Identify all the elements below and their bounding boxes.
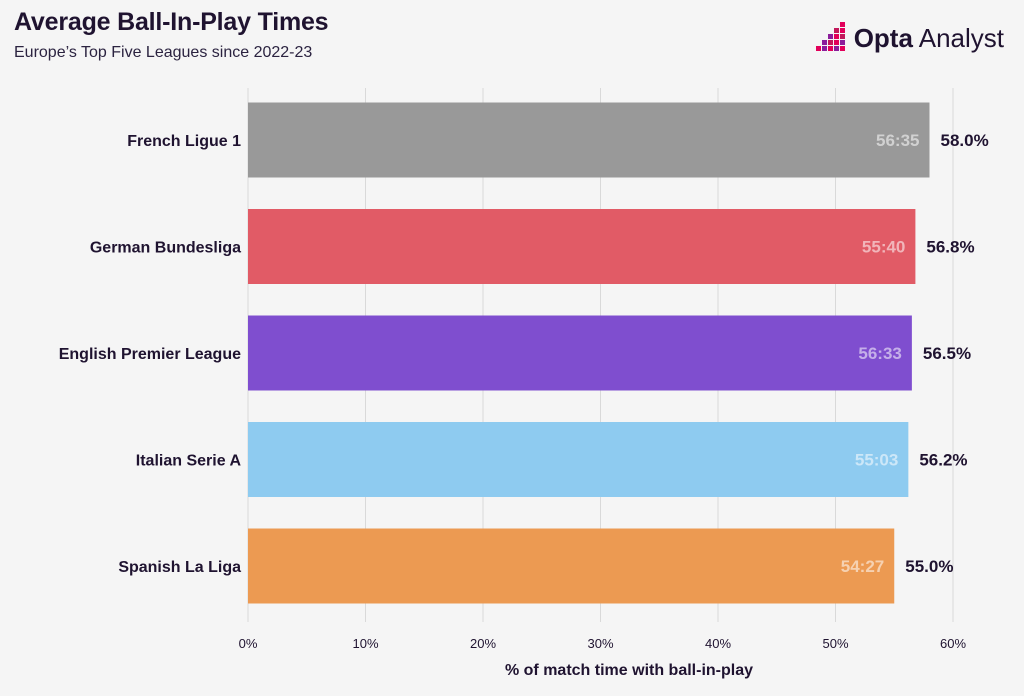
bar — [248, 209, 916, 284]
brand-name: Opta Analyst — [853, 22, 1004, 53]
chart-subtitle: Europe’s Top Five Leagues since 2022-23 — [14, 44, 313, 61]
category-label: German Bundesliga — [90, 240, 241, 257]
x-tick-label: 20% — [470, 636, 496, 651]
value-label: 56.5% — [923, 344, 971, 363]
bar — [248, 528, 895, 604]
time-label: 54:27 — [841, 557, 884, 576]
bar — [248, 315, 912, 391]
category-label: English Premier League — [59, 346, 241, 363]
brand-logo: Opta Analyst — [815, 22, 1004, 54]
category-label: Italian Serie A — [136, 453, 242, 470]
x-tick-label: 30% — [587, 636, 613, 651]
value-label: 58.0% — [941, 131, 989, 150]
x-tick-label: 60% — [940, 636, 966, 651]
time-label: 55:40 — [862, 238, 905, 257]
value-label: 56.2% — [919, 451, 967, 470]
value-label: 56.8% — [926, 238, 974, 257]
time-label: 56:35 — [876, 131, 919, 150]
x-tick-label: 40% — [705, 636, 731, 651]
time-label: 56:33 — [858, 344, 901, 363]
bar — [248, 422, 909, 497]
category-label: Spanish La Liga — [118, 559, 241, 576]
x-tick-label: 0% — [239, 636, 258, 651]
x-tick-label: 10% — [352, 636, 378, 651]
x-axis-title: % of match time with ball-in-play — [504, 662, 754, 679]
time-label: 55:03 — [855, 451, 898, 470]
value-label: 55.0% — [905, 557, 953, 576]
chart-title: Average Ball-In-Play Times — [14, 8, 329, 36]
x-tick-label: 50% — [822, 636, 848, 651]
opta-pixel-icon — [815, 22, 845, 51]
category-label: French Ligue 1 — [127, 133, 241, 150]
bar — [248, 102, 930, 178]
